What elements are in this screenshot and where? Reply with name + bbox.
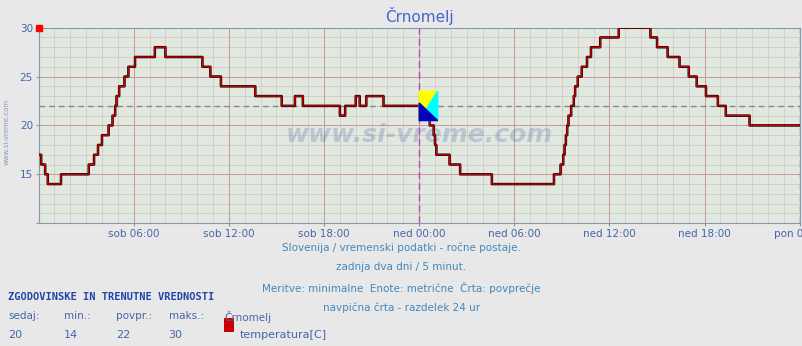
Text: 14: 14 (64, 330, 79, 340)
Text: Meritve: minimalne  Enote: metrične  Črta: povprečje: Meritve: minimalne Enote: metrične Črta:… (262, 282, 540, 294)
Text: sedaj:: sedaj: (8, 311, 39, 321)
Text: ZGODOVINSKE IN TRENUTNE VREDNOSTI: ZGODOVINSKE IN TRENUTNE VREDNOSTI (8, 292, 214, 302)
Text: 20: 20 (8, 330, 22, 340)
Text: www.si-vreme.com: www.si-vreme.com (3, 98, 10, 165)
Text: maks.:: maks.: (168, 311, 204, 321)
Text: zadnja dva dni / 5 minut.: zadnja dva dni / 5 minut. (336, 262, 466, 272)
Text: navpična črta - razdelek 24 ur: navpična črta - razdelek 24 ur (322, 302, 480, 313)
Polygon shape (419, 91, 437, 120)
Text: 22: 22 (116, 330, 131, 340)
Text: povpr.:: povpr.: (116, 311, 152, 321)
Text: 30: 30 (168, 330, 182, 340)
Polygon shape (419, 91, 437, 120)
Text: Slovenija / vremenski podatki - ročne postaje.: Slovenija / vremenski podatki - ročne po… (282, 242, 520, 253)
Text: temperatura[C]: temperatura[C] (239, 330, 326, 340)
Text: www.si-vreme.com: www.si-vreme.com (286, 123, 552, 147)
Polygon shape (419, 103, 437, 120)
Title: Črnomelj: Črnomelj (384, 7, 453, 25)
Text: Črnomelj: Črnomelj (225, 311, 272, 324)
Text: min.:: min.: (64, 311, 91, 321)
